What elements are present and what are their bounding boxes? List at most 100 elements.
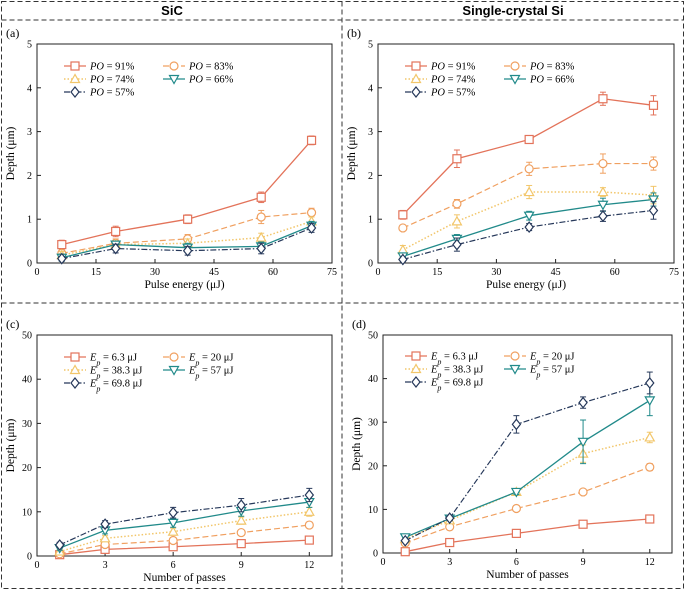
legend-label-var: E [188, 366, 196, 377]
legend-label-var: PO [430, 62, 445, 73]
legend-label: PO = 74% [89, 75, 135, 86]
legend-label: PO = 91% [89, 62, 135, 73]
series-2 [398, 153, 659, 233]
y-tick-label: 3 [368, 127, 373, 138]
legend-label-var: PO [529, 75, 544, 86]
x-tick-label: 0 [35, 267, 40, 278]
y-tick-label: 50 [368, 331, 378, 342]
data-point [304, 489, 315, 501]
data-point [597, 200, 609, 211]
legend-marker [169, 61, 179, 71]
data-point [445, 537, 455, 548]
series-2 [55, 520, 314, 559]
legend-label-var: PO [529, 62, 544, 73]
legend-label-sub: p [194, 371, 199, 380]
y-tick-label: 0 [27, 259, 32, 270]
x-tick-label: 15 [91, 267, 101, 278]
legend-marker [168, 74, 180, 85]
series-1 [57, 135, 317, 250]
series-1 [55, 535, 314, 560]
data-point [397, 244, 409, 254]
legend-label: Ep = 57 μJ [188, 366, 233, 381]
data-point [398, 210, 408, 220]
y-axis-label: Depth (μm) [5, 126, 17, 180]
legend-label-sub: p [95, 358, 100, 367]
legend-label: Ep = 6.3 μJ [89, 353, 137, 368]
data-point [645, 462, 655, 472]
series-4 [399, 384, 656, 544]
data-point [511, 418, 522, 431]
legend-marker [411, 86, 421, 98]
data-point [451, 215, 463, 226]
legend-label-val: = 57 μJ [540, 365, 574, 376]
y-tick-label: 50 [22, 331, 32, 342]
y-tick-label: 3 [27, 127, 32, 138]
legend-label-var: E [89, 353, 97, 364]
y-tick-label: 4 [368, 83, 373, 94]
legend-label: PO = 57% [89, 88, 135, 99]
data-point [236, 527, 246, 538]
legend-label-var: E [188, 353, 196, 364]
legend-label-sub: p [535, 357, 540, 366]
legend-label-var: PO [188, 75, 203, 86]
data-point [99, 532, 111, 543]
data-point [578, 519, 588, 529]
x-axis-label: Pulse energy (μJ) [486, 279, 566, 291]
data-point [644, 431, 656, 442]
series-1 [400, 514, 655, 557]
y-tick-label: 5 [27, 40, 32, 51]
x-tick-label: 60 [610, 267, 620, 278]
data-point [577, 437, 589, 448]
data-point [647, 195, 660, 206]
data-point [523, 186, 535, 197]
data-point [304, 520, 314, 530]
legend-label-sub: p [436, 370, 441, 379]
data-point [598, 210, 608, 223]
x-axis-label: Pulse energy (μJ) [144, 279, 224, 291]
legend-label-var: PO [89, 88, 104, 99]
data-point [511, 528, 521, 538]
series-2 [400, 462, 655, 548]
data-point [452, 238, 462, 251]
series-line [59, 494, 310, 546]
data-point [167, 525, 179, 536]
header-sic: SiC [161, 3, 183, 18]
y-tick-label: 5 [368, 40, 373, 51]
y-tick-label: 1 [368, 215, 373, 226]
legend-label-var: E [529, 365, 537, 376]
x-tick-label: 0 [35, 560, 40, 571]
legend-label-val: = 57% [104, 88, 135, 99]
legend-label-val: = 20 μJ [199, 353, 233, 364]
plot-frame [36, 334, 333, 557]
legend: PO = 91% PO = 83%PO = 74% PO = 66%PO = 57% [405, 61, 575, 99]
legend-marker [510, 351, 520, 361]
data-point [100, 518, 110, 531]
data-point [524, 221, 534, 234]
panel-label: (c) [6, 317, 19, 331]
data-point [256, 242, 266, 255]
legend-label: PO = 83% [529, 62, 575, 73]
data-point [54, 538, 65, 551]
y-tick-label: 2 [27, 171, 32, 182]
data-point [236, 539, 246, 549]
legend-label-var: E [430, 352, 438, 363]
y-tick-label: 2 [368, 171, 373, 182]
x-tick-label: 30 [150, 267, 160, 278]
y-tick-label: 0 [368, 259, 373, 270]
data-point [304, 535, 314, 545]
x-tick-label: 9 [581, 557, 586, 568]
data-point [306, 221, 317, 234]
legend-label-var: E [89, 366, 97, 377]
legend-label: Ep = 57 μJ [529, 365, 574, 380]
x-tick-label: 75 [669, 267, 679, 278]
y-tick-label: 40 [368, 374, 378, 385]
legend-label-sub: p [436, 357, 441, 366]
data-point [111, 226, 121, 237]
series-3 [54, 506, 315, 556]
y-tick-label: 0 [27, 552, 32, 563]
legend-label: PO = 66% [188, 75, 234, 86]
